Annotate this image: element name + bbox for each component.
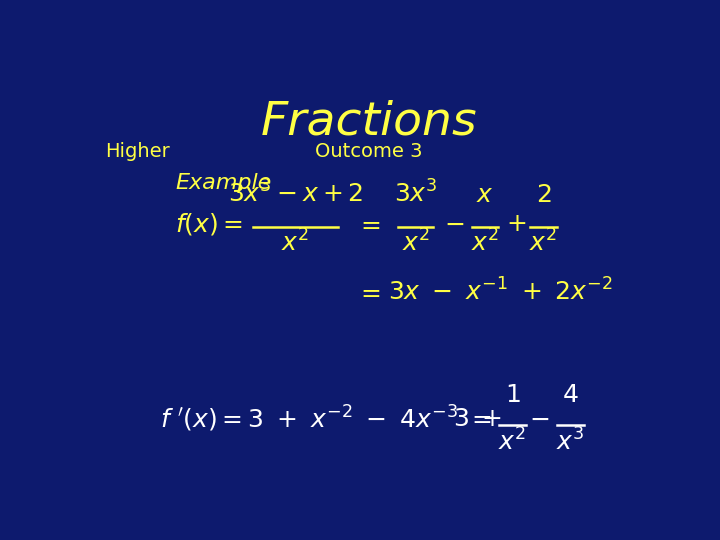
Text: $f\ '(x) = 3\ +\ x^{-2}\ -\ 4x^{-3}\ =$: $f\ '(x) = 3\ +\ x^{-2}\ -\ 4x^{-3}\ =$ (160, 404, 491, 434)
Text: $=$: $=$ (356, 212, 382, 236)
Text: $2$: $2$ (536, 183, 551, 207)
Text: $4$: $4$ (562, 383, 579, 408)
Text: $3\ +$: $3\ +$ (453, 407, 502, 431)
Text: $x$: $x$ (477, 183, 494, 207)
Text: $=$: $=$ (356, 280, 382, 304)
Text: $1$: $1$ (505, 383, 520, 408)
Text: Outcome 3: Outcome 3 (315, 142, 423, 161)
Text: $3x^3 - x + 2$: $3x^3 - x + 2$ (228, 180, 363, 207)
Text: $-$: $-$ (444, 212, 464, 236)
Text: Example: Example (175, 173, 271, 193)
Text: $3x\ -\ x^{-1}\ +\ 2x^{-2}$: $3x\ -\ x^{-1}\ +\ 2x^{-2}$ (388, 278, 613, 306)
Text: $-$: $-$ (529, 407, 549, 431)
Text: $x^3$: $x^3$ (557, 428, 585, 455)
Text: Higher: Higher (106, 142, 170, 161)
Text: $x^2$: $x^2$ (529, 230, 557, 257)
Text: $+$: $+$ (506, 212, 526, 236)
Text: $f(x) =$: $f(x) =$ (175, 211, 243, 237)
Text: $3x^3$: $3x^3$ (394, 180, 437, 207)
Text: $x^2$: $x^2$ (282, 230, 310, 257)
Text: Fractions: Fractions (261, 99, 477, 144)
Text: $x^2$: $x^2$ (402, 230, 429, 257)
Text: $x^2$: $x^2$ (498, 428, 526, 455)
Text: $x^2$: $x^2$ (472, 230, 499, 257)
